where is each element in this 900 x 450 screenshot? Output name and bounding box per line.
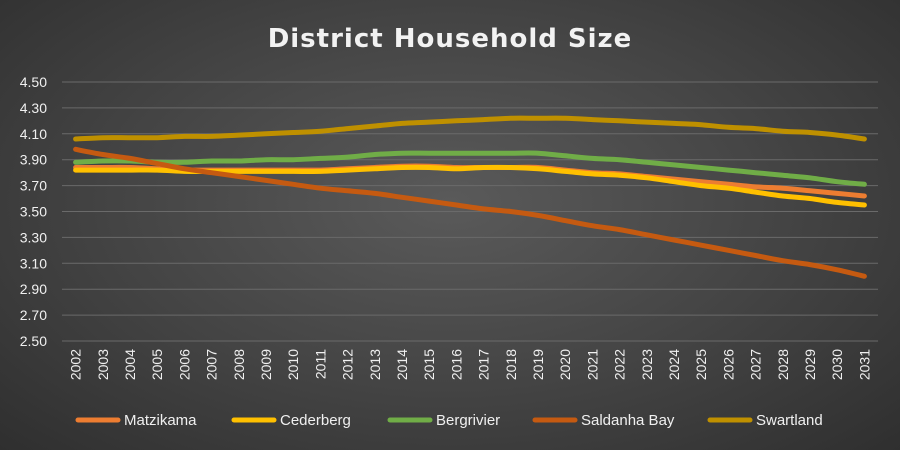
y-tick-label: 3.90 [20, 152, 47, 168]
y-tick-label: 2.90 [20, 281, 47, 297]
legend-item: Cederberg [231, 412, 351, 429]
y-tick-label: 4.10 [20, 126, 47, 142]
x-tick-label: 2025 [693, 349, 709, 380]
y-tick-label: 3.50 [20, 204, 47, 220]
x-tick-label: 2003 [95, 349, 111, 380]
y-tick-label: 3.30 [20, 229, 47, 245]
x-tick-label: 2004 [122, 349, 138, 380]
chart-title: District Household Size [268, 24, 633, 54]
x-tick-label: 2002 [68, 349, 84, 380]
x-tick-label: 2009 [258, 349, 274, 380]
x-tick-label: 2027 [748, 349, 764, 380]
x-tick-label: 2028 [775, 349, 791, 380]
legend-item: Swartland [707, 412, 823, 429]
gridlines [62, 81, 878, 342]
legend-label: Matzikama [124, 412, 197, 429]
legend-label: Swartland [756, 412, 823, 429]
legend-item: Bergrivier [387, 412, 500, 429]
x-tick-label: 2022 [612, 349, 628, 380]
x-tick-label: 2017 [476, 349, 492, 380]
x-tick-label: 2012 [340, 349, 356, 380]
x-tick-label: 2021 [584, 349, 600, 380]
y-axis-ticks: 4.50 4.30 4.10 3.90 3.70 3.50 3.30 3.10 2.90 2.70… [20, 74, 47, 349]
series-lines [73, 115, 867, 279]
x-tick-label: 2008 [231, 349, 247, 380]
y-tick-label: 2.50 [20, 333, 47, 349]
x-tick-label: 2030 [829, 349, 845, 380]
y-tick-label: 3.10 [20, 255, 47, 271]
x-tick-label: 2013 [367, 349, 383, 380]
legend-label: Saldanha Bay [581, 412, 675, 429]
x-tick-label: 2010 [285, 349, 301, 380]
legend-item: Matzikama [75, 412, 197, 429]
x-tick-label: 2016 [448, 349, 464, 380]
y-tick-label: 3.70 [20, 178, 47, 194]
y-tick-label: 2.70 [20, 307, 47, 323]
legend: Matzikama Cederberg Bergrivier Saldanha Bay… [75, 412, 823, 429]
x-tick-label: 2006 [176, 349, 192, 380]
x-tick-label: 2031 [856, 349, 872, 380]
y-tick-label: 4.50 [20, 74, 47, 90]
x-tick-label: 2020 [557, 349, 573, 380]
x-axis-ticks: 2002 2003 2004 2005 2006 2007 2008 2009 2010 2011… [68, 349, 873, 380]
x-tick-label: 2019 [530, 349, 546, 380]
x-tick-label: 2026 [720, 349, 736, 380]
x-tick-label: 2014 [394, 349, 410, 380]
x-tick-label: 2024 [666, 349, 682, 380]
legend-label: Bergrivier [436, 412, 500, 429]
series-line-saldanha-bay [73, 146, 867, 279]
x-tick-label: 2011 [312, 349, 328, 379]
legend-label: Cederberg [280, 412, 351, 429]
x-tick-label: 2018 [503, 349, 519, 380]
series-line-swartland [73, 115, 867, 142]
legend-item: Saldanha Bay [532, 412, 675, 429]
x-tick-label: 2015 [421, 349, 437, 380]
y-tick-label: 4.30 [20, 100, 47, 116]
x-tick-label: 2023 [639, 349, 655, 380]
x-tick-label: 2029 [802, 349, 818, 380]
series-line-bergrivier [73, 150, 867, 187]
x-tick-label: 2005 [149, 349, 165, 380]
x-tick-label: 2007 [204, 349, 220, 380]
